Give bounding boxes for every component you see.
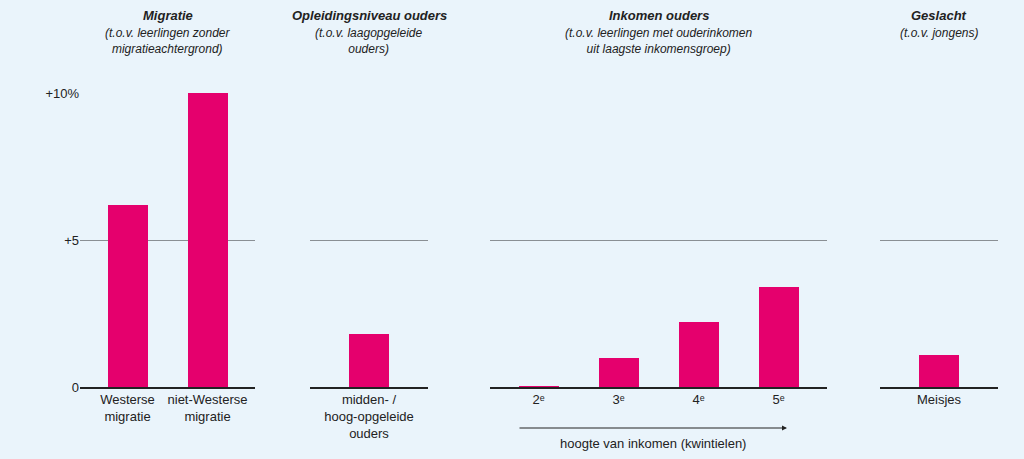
svg-text:0: 0	[72, 380, 79, 395]
svg-text:(t.o.v. leerlingen zondermigra: (t.o.v. leerlingen zondermigratieachterg…	[105, 26, 231, 56]
svg-text:+10%: +10%	[45, 86, 79, 101]
svg-text:4ᵉ: 4ᵉ	[692, 392, 704, 407]
svg-text:(t.o.v. jongens): (t.o.v. jongens)	[900, 26, 978, 40]
svg-text:(t.o.v. laagopgeleideouders): (t.o.v. laagopgeleideouders)	[315, 26, 423, 56]
svg-text:Meisjes: Meisjes	[917, 392, 962, 407]
svg-text:3ᵉ: 3ᵉ	[612, 392, 624, 407]
svg-text:midden- /hoog-opgeleideouders: midden- /hoog-opgeleideouders	[324, 392, 414, 441]
svg-text:5ᵉ: 5ᵉ	[772, 392, 784, 407]
svg-text:+5: +5	[64, 233, 79, 248]
svg-text:Inkomen ouders: Inkomen ouders	[609, 8, 709, 23]
svg-text:hoogte van inkomen (kwintielen: hoogte van inkomen (kwintielen)	[560, 436, 746, 451]
svg-text:Migratie: Migratie	[143, 8, 193, 23]
svg-text:Opleidingsniveau ouders: Opleidingsniveau ouders	[292, 8, 447, 23]
svg-text:(t.o.v. leerlingen met ouderin: (t.o.v. leerlingen met ouderinkomenuit l…	[565, 26, 753, 56]
svg-text:niet-Westersemigratie: niet-Westersemigratie	[168, 392, 248, 424]
svg-text:2ᵉ: 2ᵉ	[532, 392, 544, 407]
svg-text:Westersemigratie: Westersemigratie	[100, 392, 155, 424]
svg-text:Geslacht: Geslacht	[911, 8, 967, 23]
